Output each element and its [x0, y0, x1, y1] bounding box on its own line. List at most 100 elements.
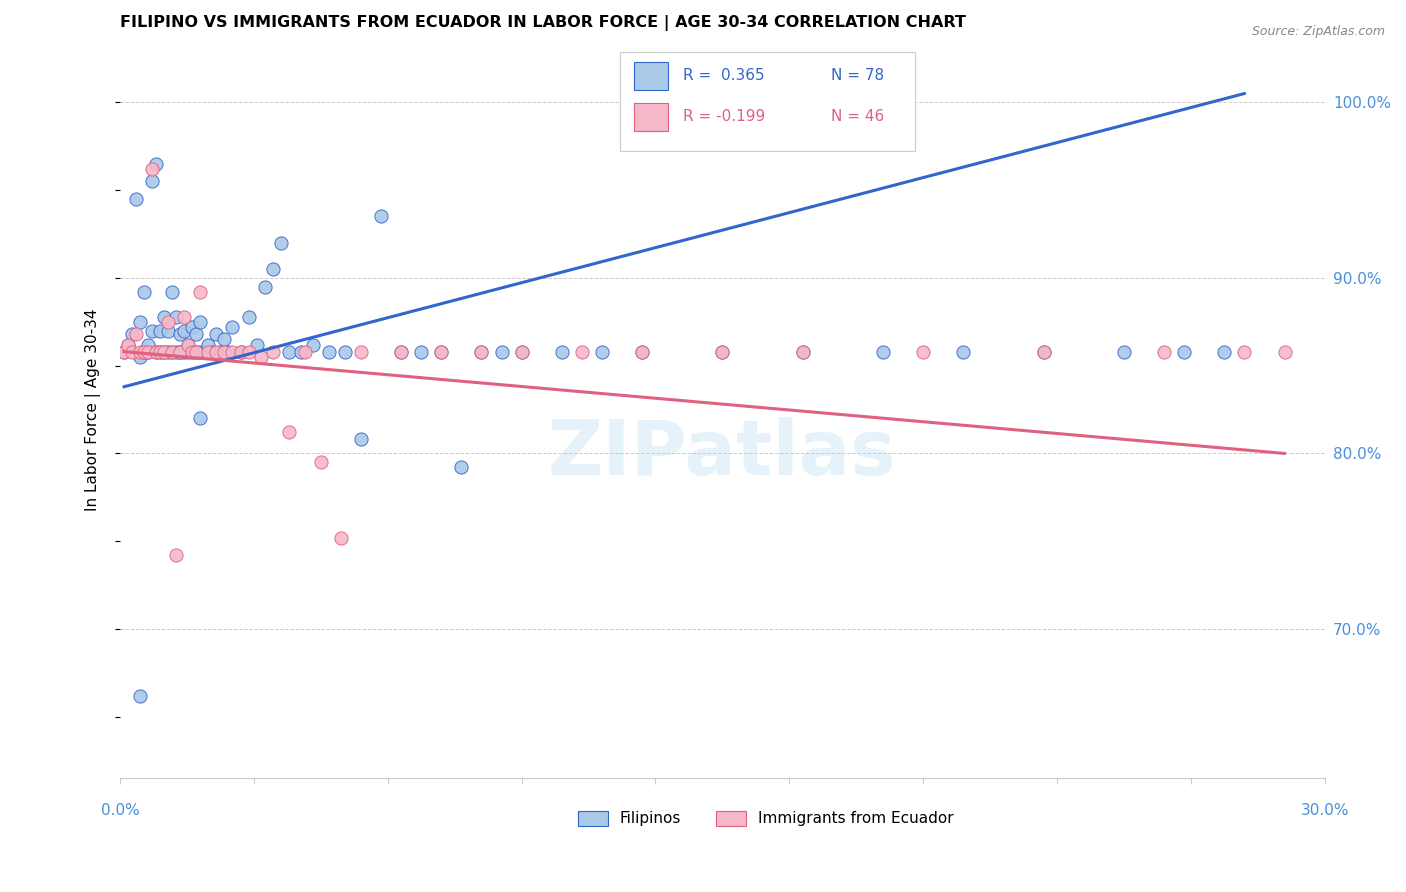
Point: [149, 344, 172, 359]
Point: [262, 262, 284, 277]
Point: [134, 344, 156, 359]
Point: [329, 531, 352, 545]
Y-axis label: In Labor Force | Age 30-34: In Labor Force | Age 30-34: [86, 309, 101, 511]
Point: [145, 344, 167, 359]
Point: [491, 344, 513, 359]
Point: [1032, 344, 1054, 359]
Point: [162, 344, 184, 359]
Point: [205, 327, 228, 342]
Point: [571, 344, 593, 359]
Point: [201, 344, 224, 359]
Point: [510, 344, 533, 359]
Text: Immigrants from Ecuador: Immigrants from Ecuador: [758, 811, 955, 826]
Point: [173, 344, 195, 359]
Point: [301, 337, 323, 351]
Point: [952, 344, 974, 359]
Bar: [634, 62, 668, 89]
Point: [229, 344, 252, 359]
Point: [333, 344, 356, 359]
Bar: [578, 812, 607, 826]
Point: [190, 285, 212, 299]
Point: [1274, 344, 1296, 359]
Point: [591, 344, 613, 359]
Text: Filipinos: Filipinos: [620, 811, 682, 826]
Point: [125, 192, 148, 206]
Point: [181, 320, 204, 334]
Text: ZIPatlas: ZIPatlas: [548, 417, 897, 491]
Text: N = 78: N = 78: [831, 68, 884, 83]
Point: [389, 344, 412, 359]
Point: [711, 344, 734, 359]
Point: [270, 235, 292, 250]
Point: [1032, 344, 1054, 359]
Point: [129, 350, 152, 364]
Point: [294, 344, 316, 359]
Point: [350, 433, 373, 447]
Point: [217, 344, 239, 359]
Point: [117, 337, 139, 351]
Text: 0.0%: 0.0%: [101, 803, 139, 818]
Point: [249, 350, 271, 364]
Point: [510, 344, 533, 359]
Point: [1112, 344, 1135, 359]
Point: [181, 344, 204, 359]
Point: [153, 344, 176, 359]
Point: [125, 327, 148, 342]
Point: [470, 344, 492, 359]
Point: [214, 344, 236, 359]
Text: N = 46: N = 46: [831, 110, 884, 124]
Point: [792, 344, 814, 359]
Point: [157, 344, 180, 359]
Point: [169, 344, 191, 359]
Point: [197, 337, 219, 351]
Point: [551, 344, 574, 359]
Point: [370, 210, 392, 224]
Point: [112, 344, 135, 359]
Point: [1173, 344, 1195, 359]
Point: [112, 344, 135, 359]
Point: [711, 344, 734, 359]
Point: [173, 310, 195, 324]
Point: [350, 344, 373, 359]
Point: [149, 344, 172, 359]
Point: [1233, 344, 1256, 359]
Point: [190, 411, 212, 425]
Point: [872, 344, 894, 359]
Point: [221, 320, 243, 334]
Point: [245, 337, 267, 351]
Point: [238, 344, 260, 359]
Point: [177, 337, 200, 351]
Point: [209, 344, 232, 359]
Point: [162, 285, 184, 299]
Point: [190, 315, 212, 329]
Point: [205, 344, 228, 359]
Point: [117, 337, 139, 351]
FancyBboxPatch shape: [620, 52, 915, 152]
Point: [1213, 344, 1236, 359]
Point: [221, 344, 243, 359]
Point: [186, 327, 208, 342]
Text: FILIPINO VS IMMIGRANTS FROM ECUADOR IN LABOR FORCE | AGE 30-34 CORRELATION CHART: FILIPINO VS IMMIGRANTS FROM ECUADOR IN L…: [120, 15, 966, 31]
Point: [165, 310, 187, 324]
Bar: [634, 103, 668, 131]
Point: [162, 344, 184, 359]
Point: [389, 344, 412, 359]
Point: [157, 315, 180, 329]
Point: [197, 344, 219, 359]
Bar: [716, 812, 747, 826]
Point: [229, 344, 252, 359]
Point: [318, 344, 340, 359]
Point: [145, 344, 167, 359]
Point: [165, 344, 187, 359]
Point: [411, 344, 433, 359]
Point: [177, 344, 200, 359]
Point: [912, 344, 935, 359]
Point: [631, 344, 654, 359]
Point: [309, 455, 332, 469]
Point: [277, 344, 299, 359]
Point: [238, 310, 260, 324]
Point: [1153, 344, 1175, 359]
Point: [121, 344, 143, 359]
Point: [181, 344, 204, 359]
Point: [290, 344, 312, 359]
